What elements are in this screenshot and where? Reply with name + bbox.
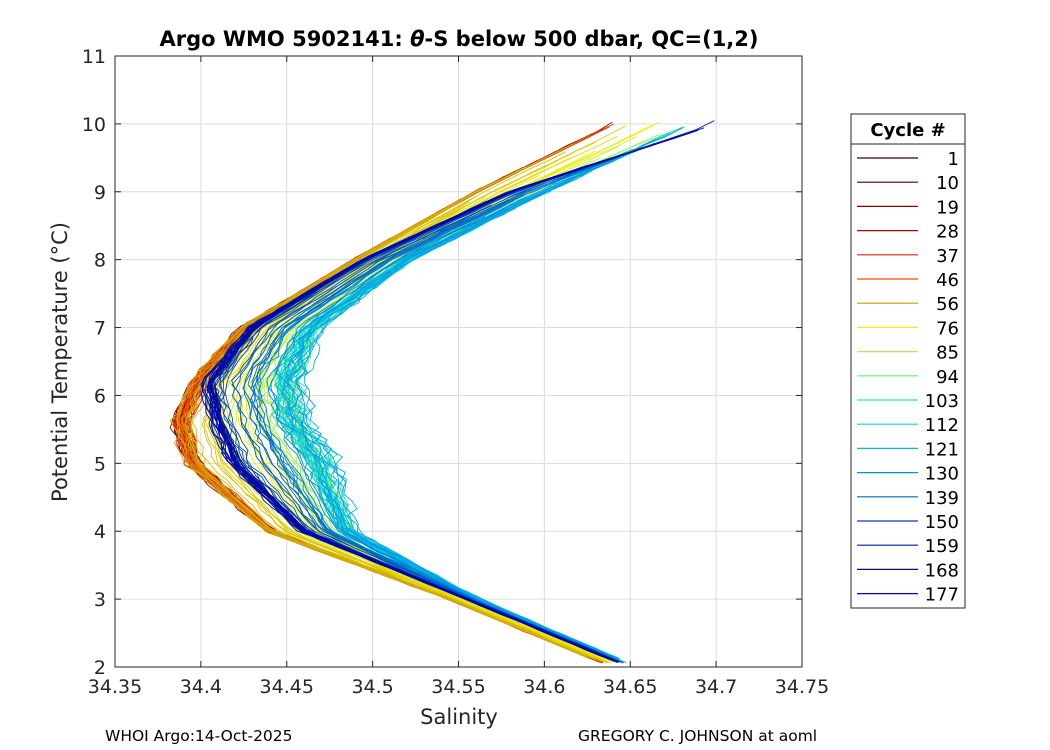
profile-line-cycle-61	[176, 166, 586, 657]
profile-line-cycle-144	[231, 204, 624, 664]
profile-line-cycle-6	[182, 161, 594, 659]
profile-line-cycle-8	[180, 131, 601, 662]
x-tick-label: 34.75	[775, 676, 829, 698]
profile-line-cycle-52	[183, 215, 586, 656]
legend-entry: 37	[936, 246, 959, 267]
legend: Cycle # 1 10 19 28 37 46 56 76 85 94 103 112 121 130 1…	[850, 113, 966, 609]
profile-line-cycle-126	[284, 189, 614, 657]
x-tick-label: 34.7	[695, 676, 737, 698]
x-tick-label: 34.5	[351, 676, 393, 698]
profile-line-cycle-121	[304, 213, 611, 657]
profile-line-cycle-10	[177, 156, 602, 664]
y-tick-label: 4	[94, 521, 106, 543]
y-tick-label: 6	[94, 385, 106, 407]
legend-entry: 28	[936, 222, 959, 243]
y-tick-label: 2	[94, 657, 106, 679]
legend-entry: 139	[925, 488, 959, 509]
legend-entry: 76	[936, 318, 959, 339]
footer-left: WHOI Argo:14-Oct-2025	[105, 727, 293, 745]
profile-line-cycle-135	[258, 159, 611, 656]
profile-line-cycle-153	[209, 191, 619, 663]
legend-entry: 121	[925, 439, 959, 460]
y-axis-label: Potential Temperature (°C)	[48, 222, 72, 502]
legend-entry: 85	[936, 343, 959, 364]
chart-title: Argo WMO 5902141: θ-S below 500 dbar, QC…	[159, 27, 758, 51]
x-tick-label: 34.6	[523, 676, 565, 698]
profile-line-cycle-20	[181, 138, 589, 657]
y-tick-label: 11	[82, 46, 106, 68]
profile-line-cycle-131	[270, 196, 614, 659]
footer-right: GREGORY C. JOHNSON at aoml	[578, 727, 817, 745]
profile-line-cycle-46	[180, 156, 602, 663]
profile-line-cycle-56	[181, 143, 594, 659]
legend-entry: 159	[925, 536, 959, 557]
legend-entry: 112	[925, 415, 959, 436]
profile-line-cycle-176	[201, 164, 599, 656]
profile-line-cycle-41	[188, 134, 598, 661]
profile-line-cycle-77	[248, 122, 659, 657]
y-tick-label: 10	[82, 114, 106, 136]
profile-line-cycle-132	[266, 216, 625, 664]
x-tick-label: 34.35	[88, 676, 142, 698]
profile-line-cycle-122	[285, 138, 657, 659]
legend-entry: 56	[936, 294, 959, 315]
x-tick-label: 34.45	[260, 676, 314, 698]
profile-line-cycle-31	[175, 159, 601, 663]
y-tick-label: 7	[94, 318, 106, 340]
profile-line-cycle-124	[295, 192, 618, 659]
y-tick-label: 3	[94, 589, 106, 611]
profile-line-cycle-64	[191, 151, 594, 659]
legend-title: Cycle #	[870, 120, 945, 141]
x-tick-label: 34.55	[431, 676, 485, 698]
x-tick-label: 34.65	[603, 676, 657, 698]
axis-ticks: 34.35 34.4 34.45 34.5 34.55 34.6 34.65 34.7 34.7…	[82, 46, 829, 698]
profile-line-cycle-177	[206, 178, 610, 659]
legend-entry: 177	[925, 585, 959, 606]
legend-entry: 19	[936, 197, 959, 218]
profile-line-cycle-51	[178, 134, 591, 656]
profile-line-cycle-68	[207, 141, 601, 661]
profile-line-cycle-17	[174, 133, 594, 659]
x-tick-label: 34.4	[180, 676, 222, 698]
profile-line-cycle-141	[242, 206, 615, 660]
legend-entry: 103	[925, 391, 959, 412]
y-tick-label: 5	[94, 453, 106, 475]
profile-line-cycle-128	[284, 164, 619, 660]
legend-entry: 150	[925, 512, 959, 533]
x-axis-label: Salinity	[420, 705, 498, 729]
profile-line-cycle-139	[247, 174, 614, 660]
profile-line-cycle-130	[268, 167, 615, 659]
profile-line-cycle-1	[185, 162, 595, 660]
legend-box	[850, 113, 966, 609]
profile-line-cycle-9	[175, 203, 589, 658]
legend-entry: 94	[936, 367, 959, 388]
profile-line-cycle-65	[201, 201, 608, 664]
legend-entry: 46	[936, 270, 959, 291]
legend-entry: 1	[948, 149, 959, 170]
profile-lines	[169, 120, 715, 664]
y-tick-label: 9	[94, 182, 106, 204]
profile-line-cycle-69	[212, 196, 601, 661]
legend-entry: 10	[936, 173, 959, 194]
y-tick-label: 8	[94, 250, 106, 272]
legend-entry: 168	[925, 560, 959, 581]
legend-entry: 130	[925, 464, 959, 485]
profile-line-cycle-22	[169, 168, 583, 657]
